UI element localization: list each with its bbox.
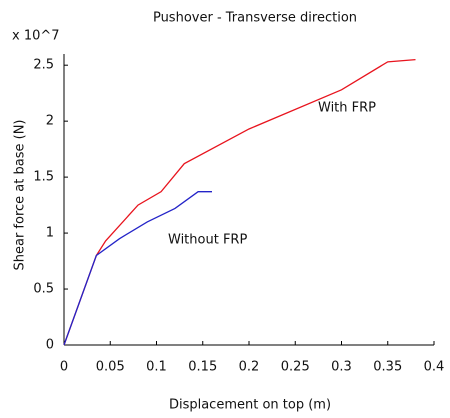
y-tick-label: 2 <box>46 114 54 129</box>
y-tick-label: 1 <box>46 226 54 241</box>
x-tick-label: 0.4 <box>424 360 445 375</box>
y-multiplier: x 10^7 <box>12 29 60 44</box>
x-tick-label: 0.2 <box>239 360 260 375</box>
x-tick-label: 0.15 <box>188 360 217 375</box>
y-axis-label: Shear force at base (N) <box>13 120 28 271</box>
y-tick-label: 2.5 <box>33 58 54 73</box>
x-tick-label: 0.3 <box>331 360 352 375</box>
x-tick-label: 0 <box>60 360 68 375</box>
y-tick-label: 0.5 <box>33 282 54 297</box>
series-label: Without FRP <box>168 233 247 248</box>
y-tick-label: 0 <box>46 338 54 353</box>
series-line <box>63 58 416 346</box>
chart-title: Pushover - Transverse direction <box>153 11 357 26</box>
x-tick-label: 0.1 <box>146 360 167 375</box>
series-line <box>63 191 212 346</box>
series-label: With FRP <box>318 101 376 116</box>
x-tick-label: 0.35 <box>373 360 402 375</box>
x-axis-label: Displacement on top (m) <box>169 398 331 413</box>
y-tick-label: 1.5 <box>33 170 54 185</box>
x-tick-label: 0.05 <box>96 360 125 375</box>
x-tick-label: 0.25 <box>281 360 310 375</box>
